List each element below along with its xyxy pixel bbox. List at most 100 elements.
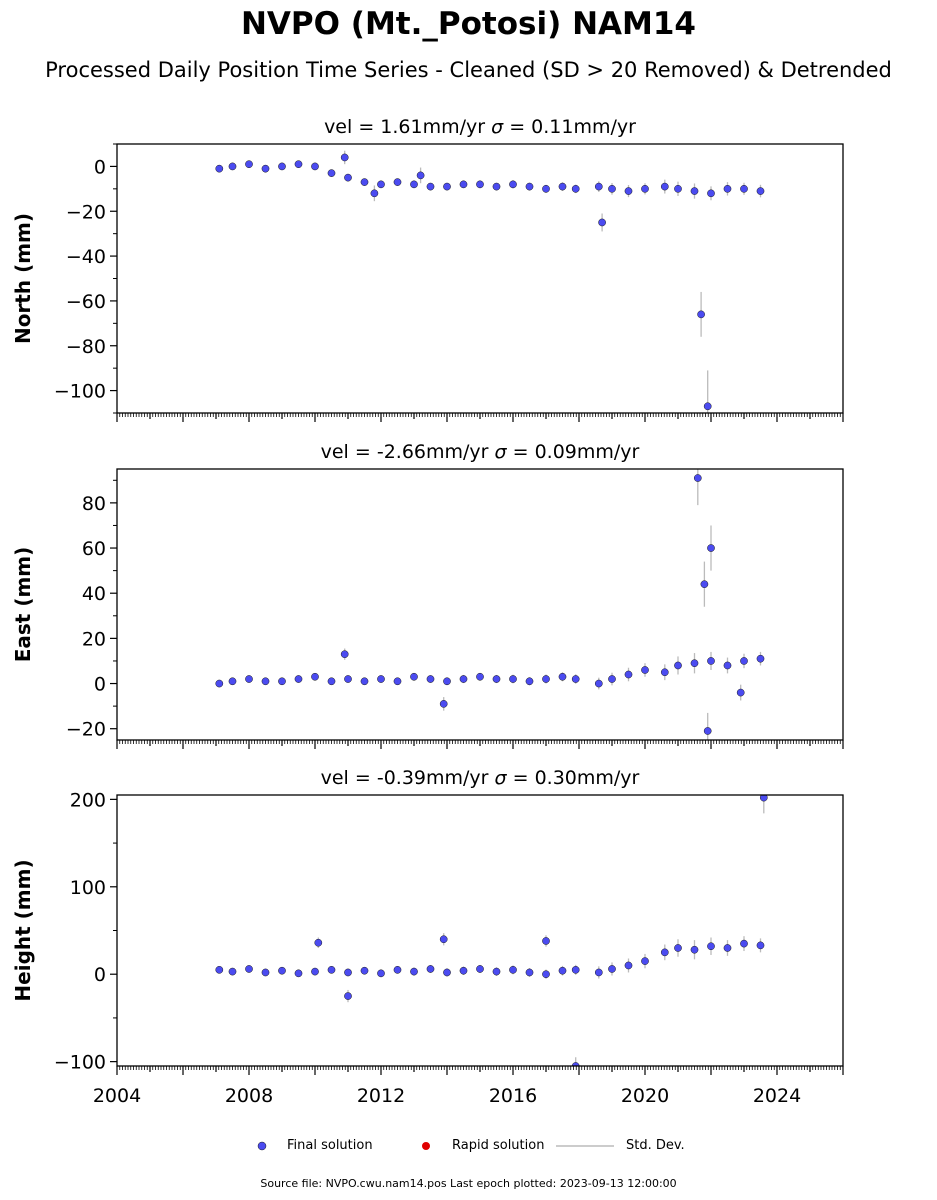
- data-point: [558, 182, 567, 191]
- data-point: [327, 169, 336, 177]
- legend-rapid-label: Rapid solution: [452, 1138, 545, 1153]
- data-point: [624, 187, 633, 195]
- y-tick-label: 20: [82, 628, 106, 650]
- data-point: [542, 937, 550, 945]
- data-point: [344, 675, 352, 683]
- data-point: [558, 672, 567, 681]
- data-point: [660, 668, 669, 677]
- data-point: [756, 941, 765, 950]
- data-point: [525, 968, 534, 977]
- data-point: [571, 1062, 580, 1066]
- data-point: [624, 961, 633, 970]
- data-point: [261, 677, 270, 686]
- data-point: [571, 965, 580, 974]
- data-point: [426, 675, 435, 683]
- chart-title: NVPO (Mt._Potosi) NAM14: [240, 6, 696, 42]
- data-point: [660, 182, 669, 191]
- data-point: [641, 957, 649, 965]
- sigma-text: = 0.09mm/yr: [513, 441, 640, 463]
- vel-text: vel = -2.66mm/yr: [321, 441, 495, 463]
- data-point: [393, 965, 402, 974]
- data-point: [674, 661, 682, 670]
- y-tick-label: 0: [94, 964, 106, 986]
- data-point: [393, 677, 402, 686]
- data-point: [697, 310, 705, 319]
- sigma-text: = 0.11mm/yr: [509, 116, 636, 138]
- y-tick-label: 200: [70, 789, 106, 811]
- x-tick-label: 2012: [357, 1085, 405, 1107]
- y-axis-label: East (mm): [11, 547, 35, 663]
- data-point: [693, 474, 702, 482]
- data-point: [700, 580, 709, 589]
- legend-final-label: Final solution: [287, 1138, 373, 1153]
- data-point: [476, 965, 484, 973]
- data-point: [476, 180, 484, 189]
- y-tick-label: 0: [94, 156, 106, 178]
- data-point: [215, 679, 224, 688]
- data-point: [360, 178, 369, 186]
- data-point: [608, 675, 616, 683]
- legend-final-marker: [257, 1141, 267, 1151]
- data-point: [459, 966, 468, 975]
- data-point: [571, 675, 580, 683]
- data-point: [608, 965, 616, 973]
- data-point: [723, 944, 732, 952]
- panel-vel-title: vel = -2.66mm/yr σ = 0.09mm/yr: [321, 441, 640, 463]
- data-point: [459, 180, 468, 189]
- data-point: [393, 178, 402, 186]
- data-point: [439, 935, 448, 944]
- y-tick-label: −20: [66, 201, 106, 223]
- data-point: [459, 675, 468, 683]
- data-point: [624, 670, 633, 679]
- data-point: [723, 184, 732, 193]
- data-point: [443, 968, 451, 977]
- data-point: [660, 948, 669, 957]
- data-point: [360, 677, 369, 686]
- data-point: [278, 966, 286, 975]
- vel-text: vel = 1.61mm/yr: [324, 116, 491, 138]
- data-point: [426, 965, 435, 973]
- x-tick-label: 2008: [225, 1085, 273, 1107]
- y-tick-label: 40: [82, 583, 106, 605]
- data-point: [314, 938, 323, 947]
- data-point: [690, 659, 699, 668]
- data-point: [410, 967, 418, 976]
- data-point: [294, 675, 303, 683]
- y-axis-label: Height (mm): [11, 859, 35, 1001]
- data-point: [439, 700, 448, 708]
- data-point: [344, 968, 352, 977]
- data-point: [608, 184, 616, 193]
- data-point: [756, 654, 765, 663]
- data-point: [492, 675, 501, 683]
- axes-frame: [116, 794, 844, 1067]
- sigma-symbol: σ: [495, 767, 513, 789]
- data-point: [261, 164, 270, 173]
- data-point: [311, 672, 319, 681]
- data-point: [228, 967, 237, 976]
- data-point: [525, 182, 534, 191]
- data-point: [707, 189, 715, 198]
- sigma-text: = 0.30mm/yr: [513, 767, 640, 789]
- data-point: [736, 688, 745, 697]
- data-point: [509, 180, 517, 189]
- data-point: [416, 171, 425, 180]
- data-point: [542, 970, 550, 979]
- data-point: [245, 160, 253, 169]
- data-point: [340, 650, 349, 659]
- data-point: [278, 677, 286, 686]
- legend-rapid-marker: [422, 1142, 430, 1150]
- x-tick-label: 2016: [489, 1085, 537, 1107]
- panel-1: vel = 1.61mm/yr σ = 0.11mm/yr North (mm) 0…: [11, 116, 844, 422]
- data-layer: [215, 469, 765, 740]
- data-point: [707, 942, 715, 951]
- data-point: [594, 182, 603, 191]
- data-point: [377, 675, 385, 683]
- data-point: [594, 679, 603, 688]
- data-point: [690, 187, 699, 195]
- data-point: [690, 945, 699, 954]
- data-point: [215, 965, 224, 974]
- sigma-symbol: σ: [495, 441, 513, 463]
- data-point: [344, 173, 352, 182]
- data-point: [344, 992, 352, 1000]
